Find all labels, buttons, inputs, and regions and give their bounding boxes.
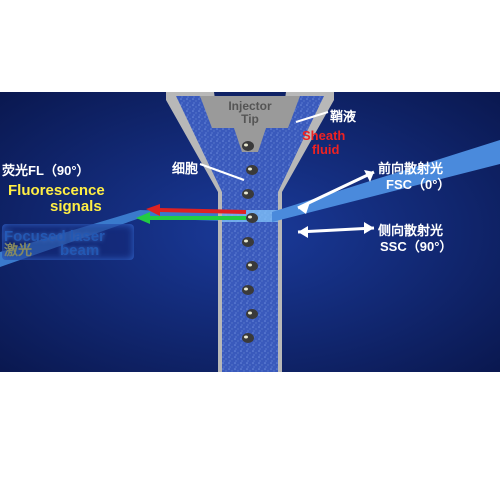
label-sheath_cn: 鞘液 <box>330 106 356 125</box>
label-sheath_en1: Sheath <box>302 128 345 143</box>
diagram-container: Injector Tip 荧光FL（90°）Fluorescencesig <box>0 92 500 372</box>
label-fluorescence_en: Fluorescence <box>8 182 105 199</box>
label-signals_en: signals <box>50 198 102 215</box>
label-cells_cn: 细胞 <box>172 158 198 177</box>
label-fluorescence_cn: 荧光FL（90°） <box>2 160 90 179</box>
label-ssc_en: SSC（90°） <box>380 236 452 255</box>
laser-label-box <box>2 224 134 260</box>
label-fsc_en: FSC（0°） <box>386 174 450 193</box>
label-sheath_en2: fluid <box>312 142 339 157</box>
